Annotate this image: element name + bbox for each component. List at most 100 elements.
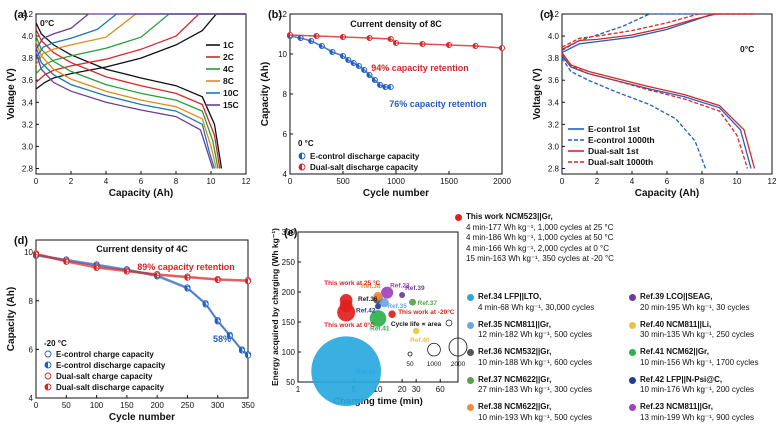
legend-ref-item: Ref.37 NCM622||Gr, 27 min-183 Wh kg⁻¹, 30… [467, 375, 636, 396]
legend-ref-detail: 12 min-182 Wh kg⁻¹, 500 cycles [478, 330, 593, 340]
legend-ref-marker [629, 349, 636, 356]
bubble-e-Ref-34 [311, 336, 382, 407]
curve-c-0-discharge [561, 55, 752, 169]
legend-d-label-3: Dual-salt discharge capacity [56, 383, 165, 392]
legend-ref-title: Ref.40 NCM811||Li, [640, 319, 712, 329]
legend-a-label-2C: 2C [223, 52, 234, 62]
label-this-work-25c: This work at 25 °C [324, 279, 380, 287]
bubble-label-Ref-35: Ref.35 [387, 303, 407, 310]
panel-label-b: (b) [268, 9, 282, 21]
bubble-label-Ref-40: Ref.40 [410, 337, 430, 344]
x-tick-label-d-3: 150 [120, 401, 134, 410]
legend-d-marker-0 [44, 350, 52, 358]
y-axis-label-a: Voltage (V) [6, 68, 17, 119]
legend-ref-detail: 4 min-68 Wh kg⁻¹, 30,000 cycles [478, 302, 595, 312]
legend-ref-title: Ref.38 NCM622||Gr, [478, 402, 552, 411]
bubble-label-Ref-38: Ref.38 [361, 283, 381, 290]
annotation-d-retention-econtrol: 58% [213, 334, 231, 344]
y-tick-label-e-2: 150 [282, 318, 296, 327]
x-tick-label-a-5: 10 [207, 177, 216, 186]
bubble-label-Ref-23: Ref.23 [390, 283, 410, 290]
size-legend-label-2000: 2000 [451, 361, 466, 368]
size-legend-label-1000: 1000 [427, 361, 442, 368]
label-this-work-minus20c: This work at -20°C [398, 308, 455, 316]
y-axis-label-d: Capacity (Ah) [6, 287, 17, 351]
legend-ref-title: Ref.36 NCM532||Gr, [478, 347, 552, 356]
x-tick-label-b-1: 500 [336, 177, 350, 186]
x-axis-label-e: Charging time (min) [333, 396, 423, 407]
legend-ref-detail: 10 min-193 Wh kg⁻¹, 500 cycles [478, 412, 593, 422]
panel-label-c: (c) [540, 9, 554, 21]
legend-ref-detail: 13 min-199 Wh kg⁻¹, 900 cycles [640, 412, 755, 422]
y-tick-label-d-0: 4 [29, 394, 34, 403]
curve-c-0-charge [561, 13, 755, 54]
curve-a-15C-discharge [35, 52, 214, 169]
x-tick-label-c-0: 0 [560, 177, 565, 186]
label-this-work-0c: This work at 0°C [324, 321, 375, 329]
y-tick-label-c-4: 3.6 [548, 76, 560, 85]
bubble-label-Ref-36: Ref.36 [358, 296, 378, 303]
series-line-d-1 [35, 255, 249, 357]
legend-d-label-1: E-control discharge capacity [56, 361, 166, 370]
legend-ref-item: Ref.36 NCM532||Gr, 10 min-188 Wh kg⁻¹, 60… [467, 347, 636, 368]
bubble-e-Ref-37 [409, 298, 416, 306]
annotation-c-temperature: 0°C [740, 44, 754, 54]
y-tick-label-c-7: 4.2 [548, 10, 560, 19]
x-tick-label-b-4: 2000 [493, 177, 511, 186]
legend-ref-marker [467, 321, 474, 329]
y-axis-label-b: Capacity (Ah) [260, 62, 271, 126]
legend-c-label-3: Dual-salt 1000th [588, 157, 653, 167]
legend-ref-marker [467, 294, 474, 301]
x-tick-label-a-3: 6 [139, 177, 144, 186]
legend-ref-item: Ref.38 NCM622||Gr, 10 min-193 Wh kg⁻¹, 50… [467, 402, 636, 423]
bubble-e-Ref-41 [369, 310, 387, 327]
x-axis-label-b: Cycle number [363, 188, 429, 199]
y-tick-label-b-1: 6 [283, 130, 288, 139]
legend-ref-detail: 30 min-135 Wh kg⁻¹, 250 cycles [640, 330, 755, 340]
x-tick-label-d-6: 300 [211, 401, 225, 410]
series-line-d-3 [35, 253, 249, 282]
y-tick-label-e-4: 250 [282, 258, 296, 267]
annotation-a-temperature: 0°C [40, 18, 54, 28]
x-tick-label-e-3: 20 [398, 385, 407, 394]
series-line-b-0 [289, 35, 391, 88]
marker-b-1-0-half [287, 32, 290, 38]
x-tick-label-c-3: 6 [665, 177, 670, 186]
this-work-line-3: 4 min-166 Wh kg⁻¹, 2,000 cycles at 0 °C [466, 243, 610, 253]
curve-a-1C-discharge [35, 22, 223, 169]
size-legend-title-circle [445, 319, 453, 327]
annotation-d-retention-dual: 89% capacity retention [137, 262, 235, 272]
x-tick-label-e-2: 10 [374, 385, 383, 394]
curve-a-4C-charge [35, 13, 246, 75]
y-tick-label-c-6: 4.0 [548, 32, 560, 41]
legend-ref-title: Ref.23 NCM811||Gr, [640, 402, 713, 411]
x-tick-label-a-4: 8 [174, 177, 179, 186]
y-tick-label-c-0: 2.8 [548, 164, 560, 173]
x-tick-label-d-2: 100 [90, 401, 104, 410]
legend-b-marker-0 [298, 152, 306, 160]
x-tick-label-d-7: 350 [241, 401, 255, 410]
y-tick-label-b-0: 4 [283, 170, 288, 179]
y-tick-label-a-6: 4.0 [22, 32, 34, 41]
legend-ref-title: Ref.41 NCM62||Gr, [640, 347, 709, 356]
chart-title-d: Current density of 4C [96, 244, 188, 254]
x-tick-label-b-2: 1000 [387, 177, 405, 186]
legend-d-marker-1 [44, 361, 52, 369]
this-work-line-4: 15 min-163 Wh kg⁻¹, 350 cycles at -20 °C [466, 254, 614, 264]
bubble-label-Ref-41: Ref.41 [370, 325, 390, 332]
curve-a-15C-charge [35, 13, 246, 50]
y-tick-label-a-4: 3.6 [22, 76, 34, 85]
x-tick-label-c-4: 8 [700, 177, 705, 186]
legend-d-marker-3-half [45, 384, 48, 390]
x-tick-label-d-5: 250 [181, 401, 195, 410]
y-tick-label-a-2: 3.2 [22, 120, 34, 129]
curve-a-2C-discharge [35, 29, 221, 169]
y-tick-label-a-7: 4.2 [22, 10, 34, 19]
x-tick-label-c-2: 4 [630, 177, 635, 186]
y-axis-label-e: Energy acquired by charging (Wh kg⁻¹) [270, 228, 280, 386]
x-tick-label-a-0: 0 [34, 177, 39, 186]
legend-ref-marker [467, 404, 474, 411]
bubble-e-Ref-42 [375, 303, 381, 310]
y-tick-label-a-3: 3.4 [22, 98, 34, 107]
y-axis-label-c: Voltage (V) [532, 68, 543, 119]
